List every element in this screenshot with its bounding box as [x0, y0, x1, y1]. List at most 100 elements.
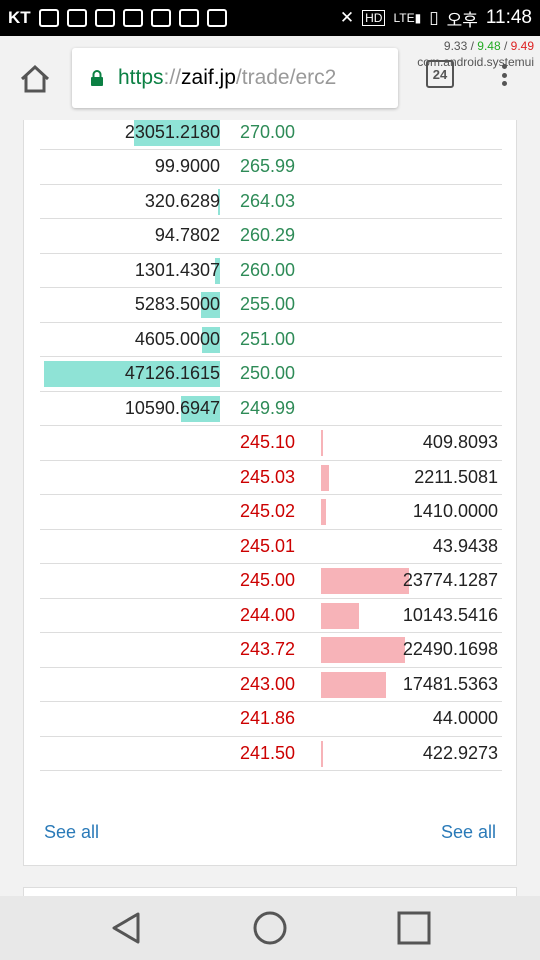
sell-price: 245.00 [240, 570, 296, 590]
back-button[interactable] [108, 910, 144, 946]
sell-amount: 23774.1287 [402, 570, 498, 590]
battery-saver-icon [150, 9, 171, 27]
buy-depth-bar [202, 326, 220, 353]
orderbook-sell-row: 243.00 17481.5363 [40, 668, 502, 702]
menu-dot [501, 81, 507, 86]
overlay-value-2: 9.48 [477, 39, 501, 53]
overlay-value-3: 9.49 [510, 39, 534, 53]
tab-count: 24 [432, 66, 448, 82]
orderbook-sell-row: 245.10 409.8093 [40, 426, 502, 461]
sell-amount: 10143.5416 [402, 604, 498, 625]
notification-icon [38, 9, 59, 27]
battery-icon: ▯ [429, 8, 439, 27]
buy-amount: 10590.6947 [124, 397, 220, 418]
notification-icon [178, 9, 199, 27]
sell-amount: 422.9273 [422, 742, 498, 763]
sell-depth-bar [321, 602, 359, 629]
next-card [23, 887, 517, 896]
page-content[interactable]: 5050.6000277.0023051.2180270.0099.900026… [0, 120, 540, 896]
sell-price: 241.86 [240, 708, 296, 728]
sell-price: 244.00 [240, 604, 296, 625]
carrier-label: KT [8, 8, 31, 27]
orderbook-card: 5050.6000277.0023051.2180270.0099.900026… [23, 120, 517, 866]
debug-overlay: 9.33 / 9.48 / 9.49 com.android.systemui [417, 39, 534, 69]
lte-signal-icon: LTE▮ [393, 11, 422, 25]
url-bar[interactable]: https://zaif.jp/trade/erc2 [72, 48, 398, 108]
see-all-sell-link[interactable]: See all [440, 822, 496, 842]
overflow-menu-button[interactable] [496, 60, 512, 90]
buy-amount: 1301.4307 [134, 259, 220, 280]
sell-price: 243.72 [240, 639, 296, 659]
status-right: ✕ HD LTE▮ ▯ 오후 11:48 [340, 6, 532, 31]
sell-price: 241.50 [240, 742, 296, 763]
sell-price: 245.10 [240, 432, 296, 452]
am-pm-label: 오후 [446, 10, 478, 30]
home-icon [20, 64, 50, 93]
orderbook-buy-row: 94.7802 260.29 [40, 219, 502, 254]
buy-price: 270.00 [240, 121, 296, 142]
overlay-process: com.android.systemui [417, 55, 534, 69]
sell-depth-bar [321, 740, 323, 767]
sell-price: 243.00 [240, 673, 296, 694]
see-all-buy-link[interactable]: See all [44, 822, 100, 842]
buy-depth-bar [181, 395, 220, 422]
orderbook-buy-row: 5283.5000 255.00 [40, 288, 502, 323]
menu-dot [501, 72, 507, 78]
orderbook-sell-row: 245.00 23774.1287 [40, 564, 502, 599]
orderbook-sell-row: 241.86 44.0000 [40, 702, 502, 737]
sell-depth-bar [321, 671, 387, 698]
back-triangle-icon [112, 912, 140, 944]
url-scheme: https [118, 66, 164, 89]
overlay-value-1: 9.33 [443, 39, 468, 53]
status-bar: KT ✕ HD LTE▮ ▯ 오후 11:48 [0, 0, 540, 36]
buy-depth-bar [133, 120, 220, 146]
buy-amount: 99.9000 [154, 156, 220, 176]
sell-depth-bar [321, 637, 405, 663]
home-nav-button[interactable] [252, 910, 288, 946]
hd-icon: HD [362, 10, 386, 26]
notification-icon [94, 9, 115, 27]
notification-icon [66, 9, 87, 27]
url-separator: :// [163, 66, 182, 89]
buy-price: 255.00 [240, 294, 296, 314]
sell-price: 245.03 [240, 466, 296, 487]
sell-amount: 1410.0000 [412, 501, 498, 521]
buy-amount: 320.6289 [144, 190, 220, 211]
sell-depth-bar [321, 430, 323, 456]
browser-toolbar: https://zaif.jp/trade/erc2 24 [0, 36, 540, 120]
home-circle-icon [253, 911, 287, 945]
home-button[interactable] [18, 62, 52, 96]
buy-amount: 23051.2180 [124, 121, 220, 142]
orderbook-table: 5050.6000277.0023051.2180270.0099.900026… [40, 120, 502, 771]
buy-price: 260.00 [240, 259, 296, 280]
lock-icon [90, 70, 104, 86]
recents-button[interactable] [396, 910, 432, 946]
buy-amount: 47126.1615 [124, 363, 220, 383]
orderbook-buy-row: 320.6289 264.03 [40, 185, 502, 219]
orderbook-sell-row: 245.03 2211.5081 [40, 461, 502, 495]
orderbook-sell-row: 243.72 22490.1698 [40, 633, 502, 668]
buy-price: 249.99 [240, 397, 296, 418]
sell-amount: 2211.5081 [414, 466, 498, 487]
orderbook-sell-row: 244.00 10143.5416 [40, 599, 502, 633]
buy-price: 265.99 [240, 156, 296, 176]
url-host: zaif.jp [181, 66, 236, 89]
image-icon [122, 9, 143, 27]
orderbook-sell-row: 245.01 43.9438 [40, 530, 502, 564]
mute-icon: ✕ [339, 8, 355, 27]
orderbook-sell-row: 241.50 422.9273 [40, 737, 502, 771]
menu-dot [501, 64, 507, 69]
sell-amount: 22490.1698 [402, 639, 498, 659]
buy-depth-bar [44, 361, 220, 387]
url-path: /trade/erc2 [235, 66, 337, 89]
tab-switcher-button[interactable]: 24 [426, 60, 454, 88]
sell-price: 245.02 [240, 501, 296, 521]
orderbook-buy-row: 47126.1615 250.00 [40, 357, 502, 392]
orderbook-buy-row: 4605.0000 251.00 [40, 323, 502, 357]
microphone-icon [206, 9, 227, 27]
sell-amount: 409.8093 [422, 432, 498, 452]
buy-price: 250.00 [240, 363, 296, 383]
orderbook-buy-row: 1301.4307 260.00 [40, 254, 502, 288]
sell-price: 245.01 [240, 535, 296, 556]
buy-depth-bar [200, 292, 220, 318]
